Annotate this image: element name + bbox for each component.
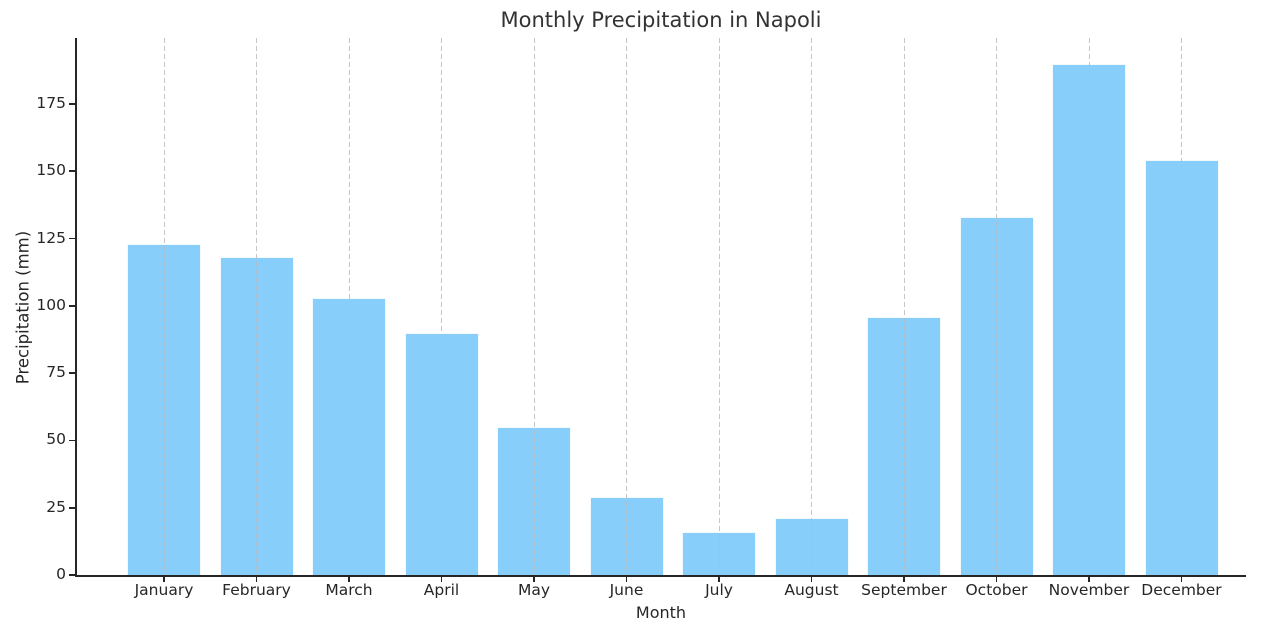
x-tick-mark [625,577,628,582]
x-tick-mark [533,577,535,582]
gridline [811,38,812,575]
x-tick-label-january: January [134,581,194,599]
x-axis-label: Month [635,603,687,622]
x-tick-label-june: June [609,581,644,599]
gridline [996,38,997,575]
y-tick-label: 0 [56,565,66,583]
x-tick-label-september: September [861,581,947,599]
y-tick-label: 25 [46,497,66,516]
x-axis-spine [75,575,1246,577]
y-tick-mark [69,506,75,509]
x-tick-mark [903,577,905,582]
y-tick-label: 50 [46,430,66,449]
x-tick-mark [810,577,813,582]
gridline [163,38,165,575]
x-tick-label-october: October [965,581,1028,599]
gridline [256,38,257,575]
gridline [533,38,535,575]
x-tick-mark [255,577,258,582]
y-tick-label: 100 [36,295,66,314]
x-tick-label-may: May [517,581,551,599]
gridline [441,38,442,575]
y-tick-mark [69,304,75,307]
gridline [903,38,905,575]
x-tick-label-february: February [222,581,291,599]
y-tick-mark [69,237,75,240]
y-tick-label: 125 [36,228,66,247]
x-tick-label-july: July [705,581,733,599]
x-tick-mark [1180,577,1183,582]
gridline [348,38,350,575]
gridline [626,38,627,575]
y-tick-mark [69,170,75,173]
y-tick-mark [69,372,75,375]
x-tick-label-august: August [784,581,839,599]
y-tick-mark [69,103,75,105]
x-tick-mark [348,577,350,582]
x-tick-label-november: November [1048,581,1130,599]
x-tick-mark [718,577,720,582]
x-tick-mark [440,577,443,582]
chart-title: Monthly Precipitation in Napoli [500,8,822,32]
gridline [1088,38,1090,575]
y-tick-mark [69,574,75,576]
x-tick-mark [995,577,998,582]
y-tick-label: 175 [36,93,66,112]
x-tick-mark [1088,577,1090,582]
gridline [1181,38,1182,575]
y-tick-label: 75 [46,363,66,382]
x-tick-label-march: March [325,581,373,599]
x-tick-label-april: April [423,581,460,599]
y-axis-spine [75,38,77,577]
x-tick-label-december: December [1141,581,1222,599]
y-tick-label: 150 [36,161,66,180]
x-tick-mark [163,577,165,582]
gridline [718,38,720,575]
y-tick-mark [69,439,75,442]
